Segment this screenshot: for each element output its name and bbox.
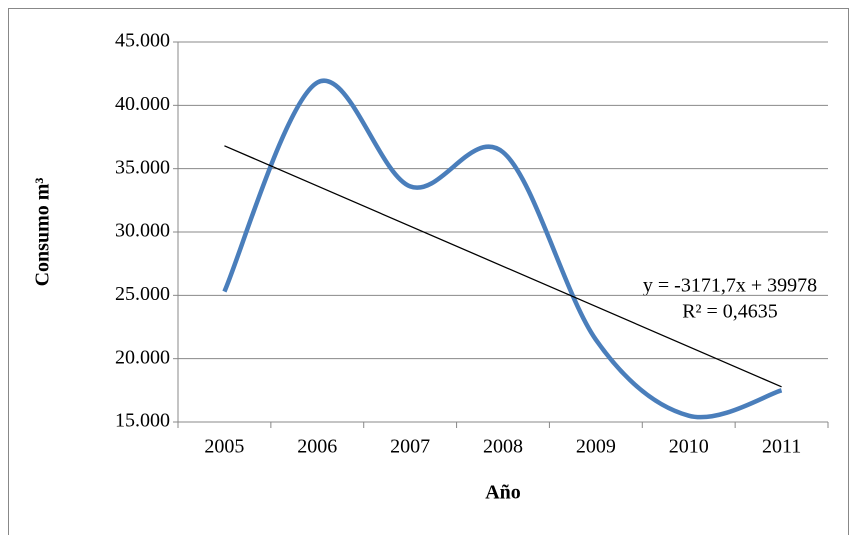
x-tick-label: 2010	[669, 436, 709, 458]
x-axis-label: Año	[485, 482, 521, 504]
series-line	[222, 78, 783, 420]
trendline-r2: R² = 0,4635	[682, 301, 778, 323]
y-tick-label: 30.000	[115, 220, 170, 242]
chart-frame	[8, 8, 849, 535]
y-tick-label: 20.000	[115, 346, 170, 368]
y-tick-label: 45.000	[115, 30, 170, 52]
x-tick-label: 2005	[204, 436, 244, 458]
x-tick-label: 2008	[483, 436, 523, 458]
x-tick-label: 2009	[576, 436, 616, 458]
x-tick-label: 2006	[297, 436, 337, 458]
y-tick-label: 40.000	[115, 93, 170, 115]
x-tick-label: 2007	[390, 436, 430, 458]
trendline-equation: y = -3171,7x + 39978	[643, 275, 817, 297]
y-tick-label: 35.000	[115, 156, 170, 178]
y-tick-label: 15.000	[115, 410, 170, 432]
y-tick-label: 25.000	[115, 283, 170, 305]
x-tick-label: 2011	[762, 436, 801, 458]
trendline	[224, 145, 782, 388]
y-axis-label: Consumo m³	[32, 178, 54, 287]
